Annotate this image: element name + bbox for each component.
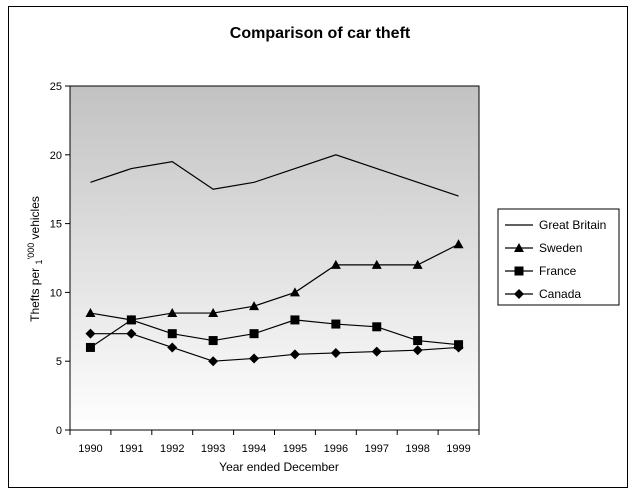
x-axis: 1990 1991 1992 1993 1994 1995 1996 1997 1998 1999: [69, 430, 480, 455]
x-tick-label: 1990: [78, 443, 102, 455]
data-point: [453, 239, 464, 249]
y-tick-label: 15: [50, 219, 62, 231]
chart-frame: Comparison of car theft 0 5 10 15 20 25 1990 1…: [8, 6, 628, 488]
y-axis: 0 5 10 15 20 25: [50, 81, 70, 437]
y-tick-label: 0: [56, 425, 62, 437]
series-line: [90, 333, 459, 362]
data-point: [85, 342, 95, 352]
data-point: [330, 259, 341, 269]
data-point: [453, 342, 464, 353]
series-layer: [85, 154, 464, 367]
series-line: [90, 243, 459, 321]
series-line: [90, 154, 459, 197]
data-point: [85, 308, 96, 318]
data-point: [289, 287, 300, 297]
x-tick-label: 1996: [324, 443, 348, 455]
series-3: [85, 328, 464, 367]
data-point: [126, 328, 137, 339]
x-tick-label: 1995: [283, 443, 307, 455]
legend-label: France: [539, 264, 577, 278]
chart-title: Comparison of car theft: [230, 25, 411, 42]
data-point: [249, 353, 260, 364]
data-point: [167, 308, 178, 318]
data-point: [167, 329, 177, 339]
x-tick-label: 1994: [242, 443, 266, 455]
x-tick-label: 1991: [119, 443, 143, 455]
data-point: [167, 342, 178, 353]
data-point: [330, 347, 341, 358]
x-tick-label: 1997: [365, 443, 389, 455]
legend-label: Canada: [539, 287, 581, 301]
legend-label: Great Britain: [539, 218, 606, 232]
y-tick-label: 20: [50, 150, 62, 162]
y-tick-label: 25: [50, 81, 62, 93]
x-tick-label: 1999: [446, 443, 470, 455]
data-point: [371, 259, 382, 269]
y-tick-label: 10: [50, 287, 62, 299]
legend-marker: [514, 266, 524, 276]
data-point: [208, 336, 218, 346]
data-point: [412, 345, 423, 356]
data-point: [290, 315, 300, 325]
x-axis-label: Year ended December: [219, 460, 339, 474]
data-point: [372, 322, 382, 332]
data-point: [289, 349, 300, 360]
data-point: [249, 329, 259, 339]
plot-area: [69, 85, 480, 431]
data-point: [412, 259, 423, 269]
y-tick-label: 5: [56, 356, 62, 368]
legend: Great Britain Sweden France Canada: [497, 208, 620, 306]
data-point: [249, 301, 260, 311]
legend-label: Sweden: [539, 241, 582, 255]
legend-marker: [514, 243, 524, 252]
data-point: [85, 328, 96, 339]
y-axis-label: Thefts per 1'000 vehicles: [26, 196, 44, 322]
data-point: [208, 308, 219, 318]
legend-marker: [514, 289, 524, 299]
data-point: [331, 319, 341, 329]
data-point: [208, 356, 219, 367]
data-point: [126, 315, 136, 325]
data-point: [371, 346, 382, 357]
x-tick-label: 1993: [201, 443, 225, 455]
x-tick-label: 1998: [405, 443, 429, 455]
data-point: [413, 336, 423, 346]
x-tick-label: 1992: [160, 443, 184, 455]
series-0: [90, 154, 459, 197]
series-line: [90, 319, 459, 348]
